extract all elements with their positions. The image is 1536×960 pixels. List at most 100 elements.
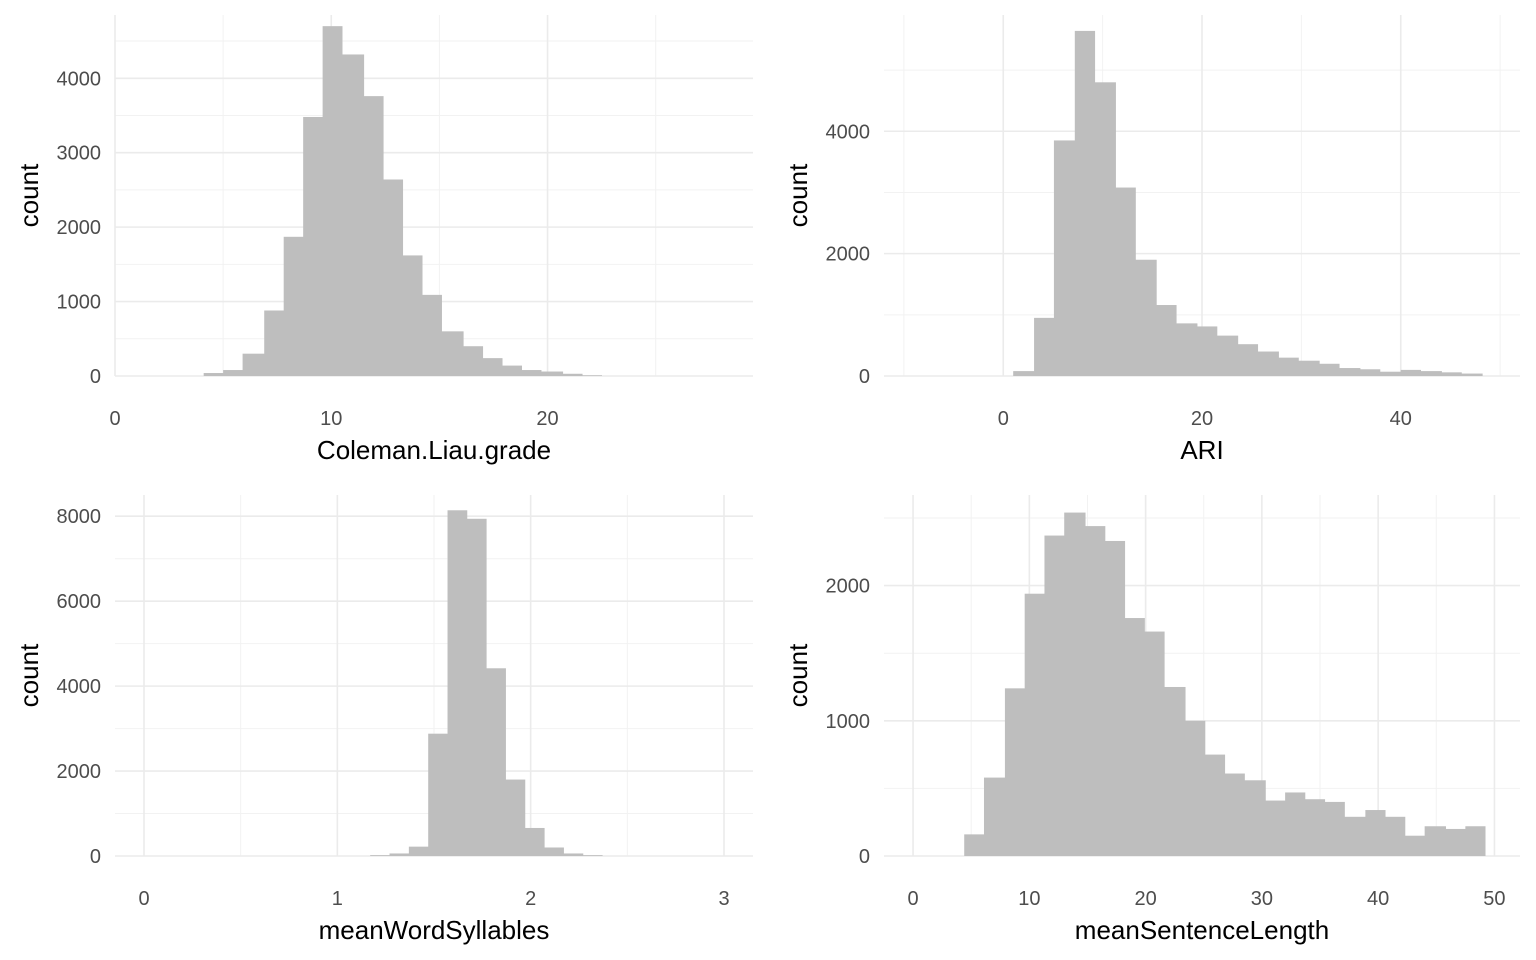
x-tick-label: 20	[1134, 888, 1156, 910]
histogram-bar	[1156, 305, 1177, 376]
histogram-bar	[1344, 816, 1366, 856]
histogram-bar	[370, 855, 390, 856]
y-tick-label: 4000	[826, 121, 871, 143]
histogram-bar	[1164, 686, 1186, 856]
x-tick-label: 30	[1251, 888, 1273, 910]
histogram-bar	[1257, 351, 1279, 376]
x-tick-label: 0	[998, 408, 1009, 430]
y-axis-title: count	[14, 643, 44, 707]
chart-panel-2: 0 20 40 0 2000 4000 ARI count	[783, 15, 1520, 465]
x-tick-label: 20	[1191, 408, 1213, 430]
histogram-bar	[441, 331, 464, 376]
histogram-bar	[1324, 801, 1345, 856]
x-tick-label: 10	[1018, 888, 1040, 910]
histogram-bar	[1304, 799, 1326, 856]
histogram-bar	[1360, 369, 1381, 376]
histogram-bar	[283, 236, 304, 376]
histogram-bar	[1104, 540, 1126, 856]
histogram-bar	[1465, 826, 1486, 856]
y-tick-label: 2000	[826, 576, 871, 598]
y-tick-label: 0	[90, 366, 101, 388]
histogram-bar	[1265, 800, 1286, 856]
x-tick-label: 0	[109, 408, 120, 430]
histogram-bar	[402, 255, 423, 376]
chart-panel-4: 0 10 20 30 40 50 0 1000 2000 meanSentenceLength co…	[783, 495, 1520, 945]
y-tick-label: 4000	[57, 68, 102, 90]
histogram-bar	[447, 510, 468, 856]
y-axis-title: count	[783, 643, 813, 707]
x-axis-title: meanSentenceLength	[1075, 915, 1329, 945]
histogram-bar	[1135, 259, 1157, 376]
histogram-bar	[1379, 371, 1402, 376]
histogram-bar	[389, 853, 410, 856]
histogram-bar	[1185, 720, 1206, 856]
histogram-bar	[1445, 828, 1466, 856]
histogram-bar	[1424, 826, 1446, 856]
histogram-bar	[1216, 335, 1239, 376]
histogram-bar	[1244, 780, 1266, 856]
histogram-bar	[562, 373, 583, 376]
histogram-bar	[1461, 373, 1483, 376]
y-tick-label: 0	[859, 366, 870, 388]
histogram-bar	[524, 827, 545, 856]
y-tick-label: 3000	[57, 143, 102, 165]
histogram-bar	[322, 26, 343, 376]
histogram-bar	[264, 310, 285, 376]
y-tick-label: 4000	[57, 676, 102, 698]
histogram-bar	[482, 358, 503, 376]
histogram-bar	[1339, 368, 1361, 376]
histogram-bar	[1034, 317, 1055, 376]
histogram-bar	[428, 733, 448, 856]
histogram-bar	[1064, 512, 1086, 856]
histogram-bar	[1074, 30, 1096, 376]
y-axis-title: count	[14, 163, 44, 227]
y-tick-label: 8000	[57, 506, 102, 528]
histogram-bar	[303, 116, 324, 376]
histogram-bar	[1319, 363, 1340, 376]
y-tick-label: 2000	[57, 217, 102, 239]
histogram-bar	[363, 96, 384, 376]
x-tick-label: 0	[138, 888, 149, 910]
histogram-bar	[463, 346, 484, 376]
histogram-bar	[1278, 357, 1299, 376]
histogram-bar	[1024, 593, 1045, 856]
x-tick-label: 50	[1483, 888, 1505, 910]
histogram-bar	[1224, 773, 1245, 856]
histogram-bar	[1115, 187, 1136, 376]
histogram-bar	[223, 370, 243, 376]
histogram-bar	[1298, 360, 1320, 376]
y-axis-title: count	[783, 163, 813, 227]
histogram-bar	[1385, 816, 1406, 856]
histogram-bar	[422, 294, 442, 376]
histogram-bar	[563, 853, 584, 856]
y-tick-label: 2000	[57, 761, 102, 783]
y-tick-label: 1000	[826, 711, 871, 733]
histogram-bar	[1237, 344, 1259, 376]
y-tick-label: 1000	[57, 292, 102, 314]
y-tick-label: 6000	[57, 591, 102, 613]
histogram-bar	[342, 54, 365, 376]
histogram-bar	[1044, 535, 1065, 856]
x-tick-label: 40	[1367, 888, 1389, 910]
histogram-bar	[582, 855, 603, 856]
histogram-bar	[1004, 688, 1026, 856]
histogram-bar	[1094, 82, 1116, 376]
histogram-bar	[521, 370, 542, 376]
histogram-bar	[1053, 140, 1076, 376]
histogram-bar	[502, 365, 522, 376]
histogram-bar	[1176, 323, 1198, 376]
x-tick-label: 3	[718, 888, 729, 910]
histogram-bar	[1204, 754, 1226, 856]
histogram-bar	[1420, 371, 1442, 376]
x-tick-label: 1	[332, 888, 343, 910]
y-tick-label: 0	[859, 846, 870, 868]
x-axis-title: Coleman.Liau.grade	[317, 435, 551, 465]
x-tick-label: 20	[536, 408, 558, 430]
histogram-bar	[1404, 835, 1426, 856]
histogram-bar	[1124, 618, 1145, 856]
histogram-bar	[964, 834, 985, 856]
histogram-bar	[486, 668, 506, 856]
histogram-bar	[408, 846, 429, 856]
histogram-bar	[1365, 810, 1386, 856]
